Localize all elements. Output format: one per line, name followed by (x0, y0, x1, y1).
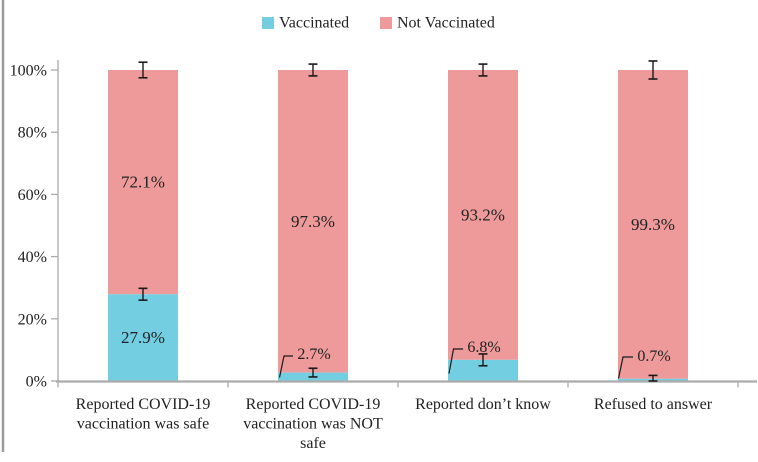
bar-label-not-vaccinated-0: 72.1% (121, 173, 165, 192)
legend-swatch-not-vaccinated (380, 17, 392, 29)
bar-2-not-vaccinated (448, 70, 518, 360)
bar-0-not-vaccinated (108, 70, 178, 295)
y-tick-label-80: 80% (18, 125, 47, 142)
x-category-label-0-line-1: vaccination was safe (77, 416, 209, 433)
x-category-label-1-line-0: Reported COVID-19 (246, 396, 381, 413)
bar-label-not-vaccinated-2: 93.2% (461, 205, 505, 224)
leader-line-3 (617, 356, 633, 379)
x-category-label-1-line-1: vaccination was NOT (243, 416, 383, 433)
bar-label-vaccinated-2: 6.8% (467, 339, 500, 356)
legend-label-vaccinated: Vaccinated (279, 15, 349, 32)
y-tick-label-40: 40% (18, 249, 47, 266)
y-tick-label-100: 100% (10, 63, 47, 80)
legend-label-not-vaccinated: Not Vaccinated (397, 15, 495, 32)
bar-label-vaccinated-0: 27.9% (121, 328, 165, 347)
bar-2-vaccinated (448, 359, 518, 381)
bar-label-vaccinated-1: 2.7% (297, 346, 330, 363)
leader-line-2 (448, 348, 463, 374)
y-tick-label-60: 60% (18, 187, 47, 204)
legend-swatch-vaccinated (262, 17, 274, 29)
x-category-label-2-line-0: Reported don’t know (415, 396, 551, 413)
bar-label-not-vaccinated-3: 99.3% (631, 215, 675, 234)
x-category-label-3-line-0: Refused to answer (594, 396, 713, 413)
bar-label-vaccinated-3: 0.7% (637, 348, 670, 365)
y-tick-label-0: 0% (26, 374, 47, 391)
bar-1-not-vaccinated (278, 70, 348, 373)
x-category-label-0-line-0: Reported COVID-19 (76, 396, 211, 413)
bar-3-not-vaccinated (618, 70, 688, 379)
bar-0-vaccinated (108, 294, 178, 381)
y-tick-label-20: 20% (18, 311, 47, 328)
x-category-label-1-line-2: safe (300, 435, 326, 452)
leader-line-1 (278, 355, 293, 378)
bar-label-not-vaccinated-1: 97.3% (291, 212, 335, 231)
